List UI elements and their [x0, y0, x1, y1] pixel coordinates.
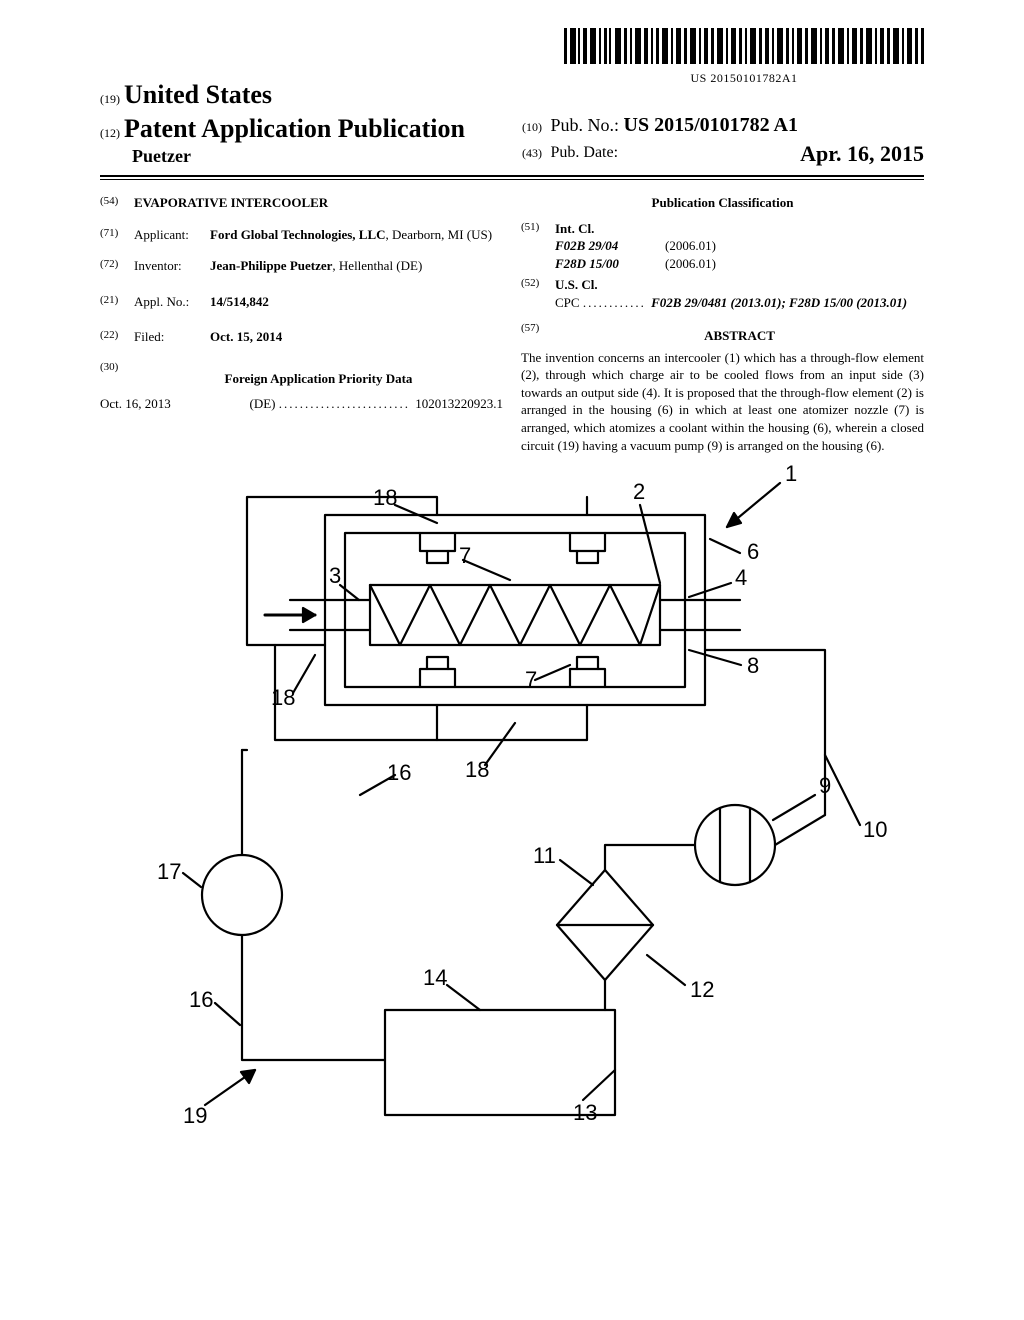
fig-label-12: 12	[690, 977, 714, 1002]
field-filed: (22) Filed: Oct. 15, 2014	[100, 328, 503, 346]
code-51: (51)	[521, 220, 555, 273]
abstract-block: (57) ABSTRACT	[521, 321, 924, 349]
pub-type: Patent Application Publication	[124, 114, 465, 143]
field-title: (54) EVAPORATIVE INTERCOOLER	[100, 194, 503, 212]
left-column: (54) EVAPORATIVE INTERCOOLER (71) Applic…	[100, 194, 503, 454]
pub-date-label: Pub. Date:	[551, 144, 619, 161]
abstract-head: ABSTRACT	[555, 327, 924, 345]
foreign-row: Oct. 16, 2013 (DE) .....................…	[100, 395, 503, 413]
cpc-line: CPC ............ F02B 29/0481 (2013.01);…	[555, 294, 924, 312]
code-12: (12)	[100, 126, 120, 140]
appl-no: 14/514,842	[210, 293, 503, 311]
fig-label-18b: 18	[271, 685, 295, 710]
foreign-date: Oct. 16, 2013	[100, 395, 171, 413]
uscl-label: U.S. Cl.	[555, 276, 924, 294]
fig-label-7a: 7	[459, 543, 471, 568]
applicant-label: Applicant:	[134, 226, 210, 244]
biblio-columns: (54) EVAPORATIVE INTERCOOLER (71) Applic…	[100, 194, 924, 454]
fig-label-9: 9	[819, 773, 831, 798]
fig-label-1: 1	[785, 461, 797, 486]
code-54: (54)	[100, 194, 134, 212]
filed-date: Oct. 15, 2014	[210, 328, 503, 346]
field-applno: (21) Appl. No.: 14/514,842	[100, 293, 503, 311]
intcl-code-0: F02B 29/04	[555, 237, 665, 255]
field-inventor: (72) Inventor: Jean-Philippe Puetzer, He…	[100, 257, 503, 275]
invention-title: EVAPORATIVE INTERCOOLER	[134, 194, 503, 212]
applicant-name: Ford Global Technologies, LLC	[210, 227, 386, 242]
pub-no-line: (10) Pub. No.: US 2015/0101782 A1	[522, 114, 924, 137]
pub-no-label: Pub. No.:	[551, 115, 620, 135]
fig-label-3: 3	[329, 563, 341, 588]
field-applicant: (71) Applicant: Ford Global Technologies…	[100, 226, 503, 244]
abstract-body: The invention concerns an intercooler (1…	[521, 349, 924, 454]
fig-label-11: 11	[533, 843, 556, 868]
header-rule-thin	[100, 179, 924, 180]
fig-label-7b: 7	[525, 667, 537, 692]
fig-label-13: 13	[573, 1100, 597, 1125]
barcode-text: US 20150101782A1	[564, 71, 924, 86]
inventor-loc: Hellenthal (DE)	[339, 258, 422, 273]
country-line: (19) United States	[100, 80, 512, 110]
fig-label-6: 6	[747, 539, 759, 564]
leader-dots: ............	[583, 295, 651, 310]
intcl-label: Int. Cl.	[555, 220, 924, 238]
right-column: Publication Classification (51) Int. Cl.…	[521, 194, 924, 454]
applicant-loc: Dearborn, MI (US)	[392, 227, 492, 242]
inventor-label: Inventor:	[134, 257, 210, 275]
filed-label: Filed:	[134, 328, 210, 346]
barcode-graphic	[564, 28, 924, 64]
code-30: (30)	[100, 360, 134, 396]
pub-date: Apr. 16, 2015	[800, 141, 924, 167]
pub-no: US 2015/0101782 A1	[624, 114, 798, 136]
cpc-value: F02B 29/0481 (2013.01); F28D 15/00 (2013…	[651, 295, 907, 310]
pub-type-line: (12) Patent Application Publication	[100, 114, 512, 144]
code-10: (10)	[522, 120, 542, 134]
fig-label-8: 8	[747, 653, 759, 678]
code-72: (72)	[100, 257, 134, 275]
inventor-name: Jean-Philippe Puetzer	[210, 258, 332, 273]
intcl-year-0: (2006.01)	[665, 237, 716, 255]
fig-label-16a: 16	[387, 760, 411, 785]
code-71: (71)	[100, 226, 134, 244]
code-21: (21)	[100, 293, 134, 311]
country: United States	[124, 80, 272, 109]
fig-label-4: 4	[735, 565, 747, 590]
fig-label-17: 17	[157, 859, 181, 884]
foreign-priority-block: (30) Foreign Application Priority Data O…	[100, 360, 503, 413]
code-19: (19)	[100, 92, 120, 106]
intcl-block: (51) Int. Cl. F02B 29/04 (2006.01) F28D …	[521, 220, 924, 273]
cpc-label: CPC	[555, 295, 580, 310]
code-57: (57)	[521, 321, 555, 349]
fig-label-14: 14	[423, 965, 447, 990]
code-22: (22)	[100, 328, 134, 346]
patent-figure: 1 2 3 4 6 7 7 8 9 10 11 12 13 14 16 16 1…	[115, 455, 905, 1155]
header: (19) United States (12) Patent Application…	[100, 80, 924, 167]
fig-label-18c: 18	[465, 757, 489, 782]
fig-label-19: 19	[183, 1103, 207, 1128]
classification-head: Publication Classification	[521, 194, 924, 212]
foreign-country: (DE)	[250, 396, 276, 411]
intcl-year-1: (2006.01)	[665, 255, 716, 273]
author: Puetzer	[100, 146, 512, 167]
intcl-row: F02B 29/04 (2006.01)	[555, 237, 924, 255]
fig-label-10: 10	[863, 817, 887, 842]
foreign-head: Foreign Application Priority Data	[134, 370, 503, 388]
uscl-block: (52) U.S. Cl. CPC ............ F02B 29/0…	[521, 276, 924, 311]
code-43: (43)	[522, 146, 542, 160]
fig-label-2: 2	[633, 479, 645, 504]
leader-dots: .........................	[279, 396, 416, 411]
fig-label-16b: 16	[189, 987, 213, 1012]
fig-label-18a: 18	[373, 485, 397, 510]
barcode-block: US 20150101782A1	[564, 28, 924, 86]
appl-label: Appl. No.:	[134, 293, 210, 311]
intcl-row: F28D 15/00 (2006.01)	[555, 255, 924, 273]
intcl-code-1: F28D 15/00	[555, 255, 665, 273]
foreign-number: 102013220923.1	[415, 396, 503, 411]
pub-date-line: (43) Pub. Date: Apr. 16, 2015	[522, 141, 924, 162]
code-52: (52)	[521, 276, 555, 311]
header-rule	[100, 175, 924, 177]
